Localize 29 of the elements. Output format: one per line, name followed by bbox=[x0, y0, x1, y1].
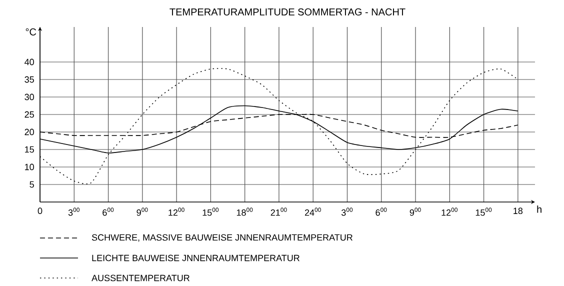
legend-label: AUSSENTEMPERATUR bbox=[92, 274, 190, 282]
x-tick-label: 9$^{00}$ bbox=[136, 208, 148, 216]
x-tick-label: 12$^{00}$ bbox=[168, 208, 184, 216]
x-tick-label: 18$^{00}$ bbox=[236, 208, 253, 216]
x-tick-label: 3$^{00}$ bbox=[68, 208, 80, 216]
y-tick-label: 20 bbox=[24, 128, 34, 136]
x-tick-label: 3$^{00}$ bbox=[342, 208, 353, 216]
x-axis-title: h bbox=[537, 206, 542, 213]
y-tick-label: 40 bbox=[24, 58, 34, 66]
y-tick-label: 5 bbox=[30, 181, 34, 188]
x-tick-label: 24$^{00}$ bbox=[304, 208, 321, 216]
y-tick-label: 30 bbox=[24, 94, 34, 100]
x-tick-label: 9$^{00}$ bbox=[410, 208, 421, 216]
x-tick-label: 15$^{00}$ bbox=[476, 208, 492, 216]
y-tick-label: 10 bbox=[25, 164, 34, 170]
y-tick-label: 15 bbox=[25, 146, 34, 153]
y-tick-label: 35 bbox=[24, 76, 34, 83]
x-tick-label: 6$^{00}$ bbox=[376, 208, 387, 216]
x-tick-label: 12$^{00}$ bbox=[442, 208, 458, 216]
y-tick-label: 25 bbox=[24, 111, 34, 118]
legend-label: SCHWERE, MASSIVE BAUWEISE JNNENRAUMTEMPERATUR bbox=[92, 234, 352, 242]
chart-title: TEMPERATURAMPLITUDE SOMMERTAG - NACHT bbox=[170, 8, 406, 16]
y-axis-title: °C bbox=[26, 28, 36, 36]
x-tick-label: 15$^{00}$ bbox=[202, 208, 219, 216]
legend-label: LEICHTE BAUWEISE JNNENRAUMTEMPERATUR bbox=[92, 254, 300, 262]
x-tick-label: 18 bbox=[514, 208, 523, 214]
x-tick-label: 0 bbox=[38, 208, 42, 214]
x-tick-label: 6$^{00}$ bbox=[102, 208, 114, 216]
x-tick-label: 21$^{00}$ bbox=[270, 208, 287, 216]
